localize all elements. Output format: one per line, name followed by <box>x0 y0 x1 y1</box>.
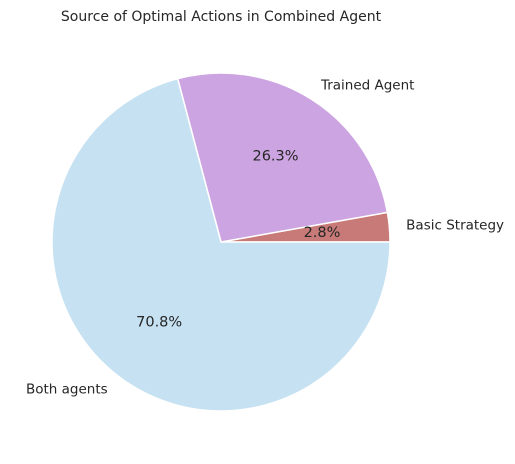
chart-title: Source of Optimal Actions in Combined Ag… <box>61 9 382 25</box>
slice-label-basic-strategy: Basic Strategy <box>406 218 504 234</box>
pie-labels: Basic Strategy 2.8% Trained Agent 26.3% Both… <box>26 77 504 397</box>
pie-slice-both-agents <box>51 77 391 412</box>
slice-label-both-agents: Both agents <box>26 381 108 397</box>
pct-label-both-agents: 70.8% <box>136 314 182 330</box>
pie-slice-trained-agent <box>176 72 389 243</box>
slice-label-trained-agent: Trained Agent <box>320 77 415 93</box>
pct-label-trained-agent: 26.3% <box>252 149 298 165</box>
pct-label-basic-strategy: 2.8% <box>304 225 341 241</box>
pie-slices <box>51 72 391 412</box>
